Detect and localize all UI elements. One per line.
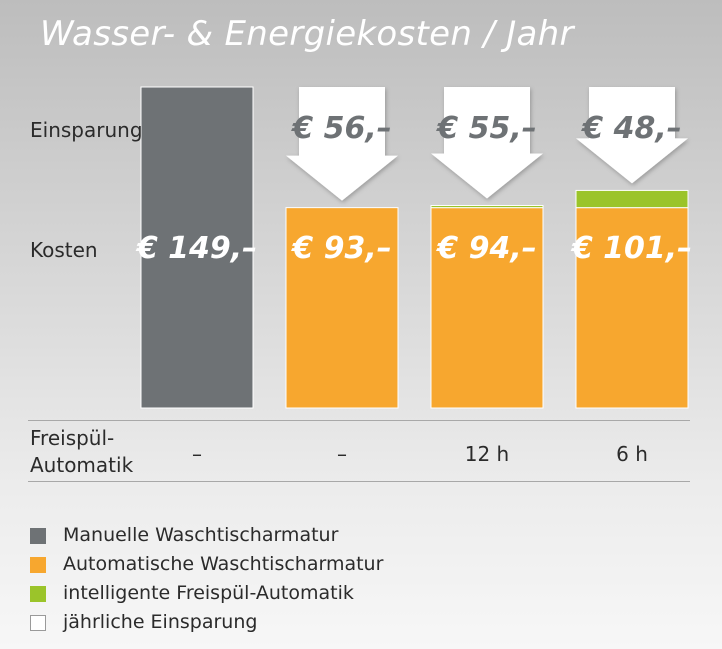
table-divider-top: [28, 420, 690, 421]
row-label-automatic-flush-line-1: Freispül-: [30, 426, 115, 450]
savings-arrow: [286, 87, 398, 201]
row-label-cost: Kosten: [30, 238, 98, 262]
bar-group: € 56,– € 93,–: [285, 87, 399, 409]
legend-swatch-manual: [30, 528, 46, 544]
legend-swatch-automatic: [30, 557, 46, 573]
bar-automatic: [430, 207, 544, 409]
legend-swatch-intelligent-flush: [30, 586, 46, 602]
legend-label: intelligente Freispül-Automatik: [63, 582, 354, 604]
bar-manual: [140, 86, 254, 409]
automatic-flush-value: –: [337, 442, 347, 466]
cost-label: € 93,–: [290, 231, 391, 266]
automatic-flush-value: 12 h: [464, 442, 510, 466]
bar-group: € 149,–: [135, 86, 257, 409]
cost-label: € 94,–: [435, 231, 536, 266]
savings-arrow: [576, 87, 688, 184]
table-divider-bottom: [28, 481, 690, 482]
row-label-automatic-flush: Freispül- Automatik: [30, 425, 133, 479]
cost-label: € 101,–: [570, 231, 692, 266]
cost-label: € 149,–: [135, 231, 257, 266]
legend-label: Automatische Waschtischarmatur: [63, 553, 384, 575]
bar-group: € 55,– € 94,–: [430, 87, 544, 409]
bar-automatic: [285, 207, 399, 409]
savings-arrow: [431, 87, 543, 199]
automatic-flush-value: 6 h: [616, 442, 648, 466]
legend-swatch-annual-savings: [30, 615, 46, 631]
bar-intelligent-flush: [430, 204, 544, 209]
row-label-automatic-flush-line-2: Automatik: [30, 453, 134, 477]
legend-label: jährliche Einsparung: [63, 611, 258, 633]
savings-label: € 56,–: [290, 111, 391, 146]
savings-label: € 48,–: [580, 111, 681, 146]
savings-label: € 55,–: [435, 111, 536, 146]
row-label-savings: Einsparung: [30, 118, 143, 142]
legend-label: Manuelle Waschtischarmatur: [63, 524, 339, 546]
chart-title: Wasser- & Energiekosten / Jahr: [40, 14, 574, 54]
bar-group: € 48,– € 101,–: [570, 87, 692, 409]
bar-automatic: [575, 207, 689, 409]
automatic-flush-value: –: [192, 442, 202, 466]
bar-intelligent-flush: [575, 189, 689, 209]
